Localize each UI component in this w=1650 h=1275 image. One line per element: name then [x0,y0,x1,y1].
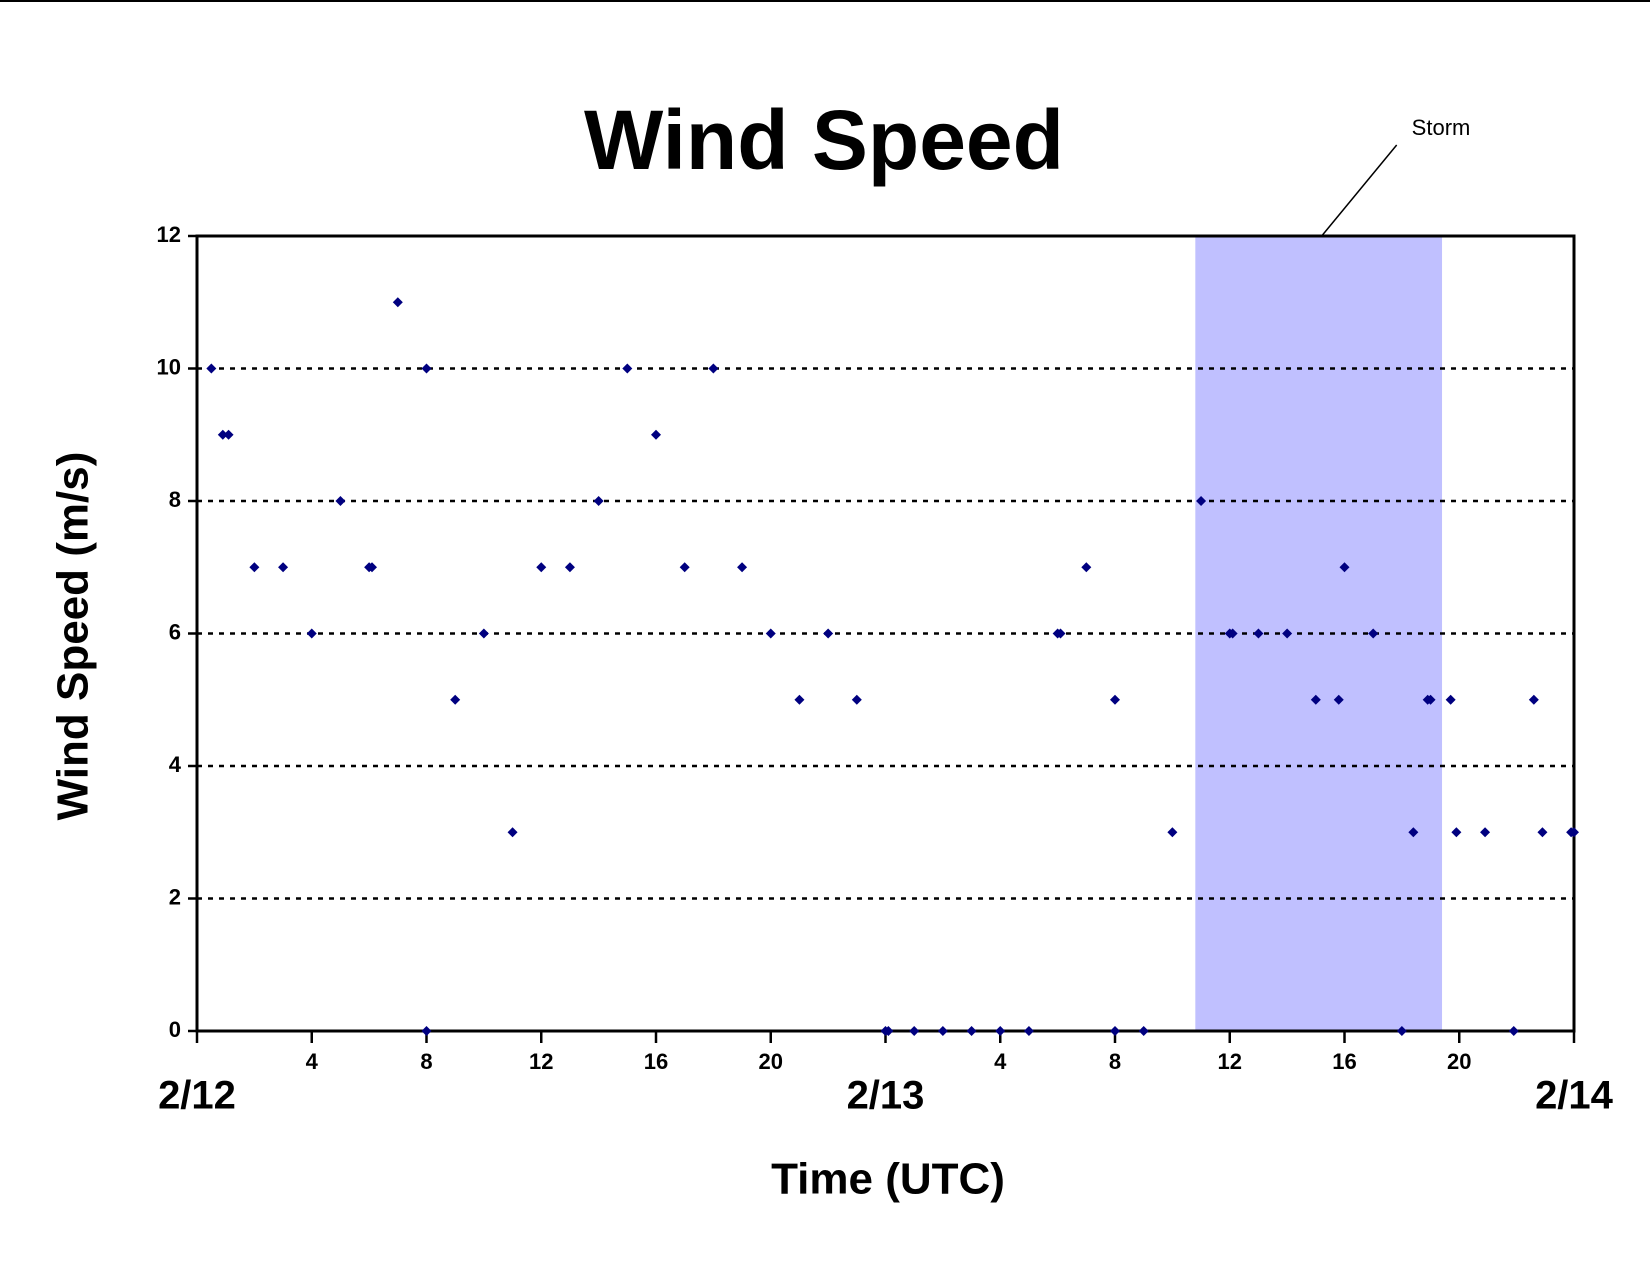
data-point [536,562,547,573]
x-tick-label: 12 [1218,1049,1242,1074]
x-tick-label: 4 [994,1049,1007,1074]
data-point [1196,496,1207,506]
data-point [1408,827,1419,838]
y-tick-label: 12 [157,222,181,247]
y-tick-label: 8 [169,487,181,512]
data-point [651,429,661,440]
data-point [622,363,633,374]
data-point [708,363,719,374]
data-point [450,694,461,705]
data-point [1445,694,1456,705]
x-tick-label: 20 [1447,1049,1471,1074]
data-point [1081,562,1092,573]
data-point [794,694,805,705]
data-point [937,1026,948,1036]
data-point [217,429,228,440]
data-point [249,562,260,573]
data-point [909,1026,920,1036]
data-point [851,694,862,705]
data-point [679,562,690,573]
data-point [1528,694,1539,705]
x-tick-label: 4 [306,1049,319,1074]
data-point [823,628,834,639]
data-point [1508,1026,1519,1036]
data-point [1368,628,1379,639]
y-tick-label: 6 [169,619,181,644]
data-point [278,562,289,573]
data-point [1569,827,1579,838]
data-point [593,496,604,506]
data-point [1451,827,1462,838]
y-tick-label: 2 [169,884,181,909]
data-point [223,429,234,440]
data-point [507,827,518,838]
x-tick-label: 8 [420,1049,432,1074]
data-point [478,628,489,639]
x-tick-label: 16 [1332,1049,1356,1074]
y-tick-label: 0 [169,1017,181,1042]
data-point [1333,694,1344,705]
data-point [1227,628,1238,639]
data-point [421,1026,432,1036]
data-point [1023,1026,1034,1036]
data-point [1110,1026,1120,1036]
data-point [995,1026,1006,1036]
x-tick-label: 16 [644,1049,668,1074]
data-point [737,562,748,573]
data-point [1282,628,1293,639]
x-date-label: 2/14 [1535,1074,1614,1118]
data-point [366,562,377,573]
x-tick-label: 8 [1109,1049,1121,1074]
data-point [306,628,317,639]
data-point [1310,694,1321,705]
data-point [206,363,217,374]
data-point [1110,694,1120,705]
data-point [1167,827,1178,838]
annotation-leader [1321,144,1398,237]
chart-title: Wind Speed [584,93,1064,187]
data-point [564,562,575,573]
x-tick-label: 20 [759,1049,783,1074]
data-point [1253,628,1264,639]
data-point [883,1026,894,1036]
data-point [1537,827,1548,838]
data-point [1055,628,1066,639]
x-date-label: 2/12 [158,1074,236,1118]
y-axis-label: Wind Speed (m/s) [49,452,98,821]
data-point [1396,1026,1407,1036]
data-point [1480,827,1491,838]
data-point [421,363,432,374]
annotation-label: Storm [1412,115,1471,140]
data-point [1339,562,1350,573]
x-date-label: 2/13 [847,1074,925,1118]
data-point [335,496,346,506]
data-point [765,628,776,639]
data-point [392,297,403,308]
y-tick-label: 10 [157,354,181,379]
data-point [966,1026,977,1036]
x-tick-label: 12 [529,1049,553,1074]
y-tick-label: 4 [169,752,182,777]
data-point [1138,1026,1149,1036]
x-axis-label: Time (UTC) [771,1155,1005,1204]
data-point [1425,694,1436,705]
